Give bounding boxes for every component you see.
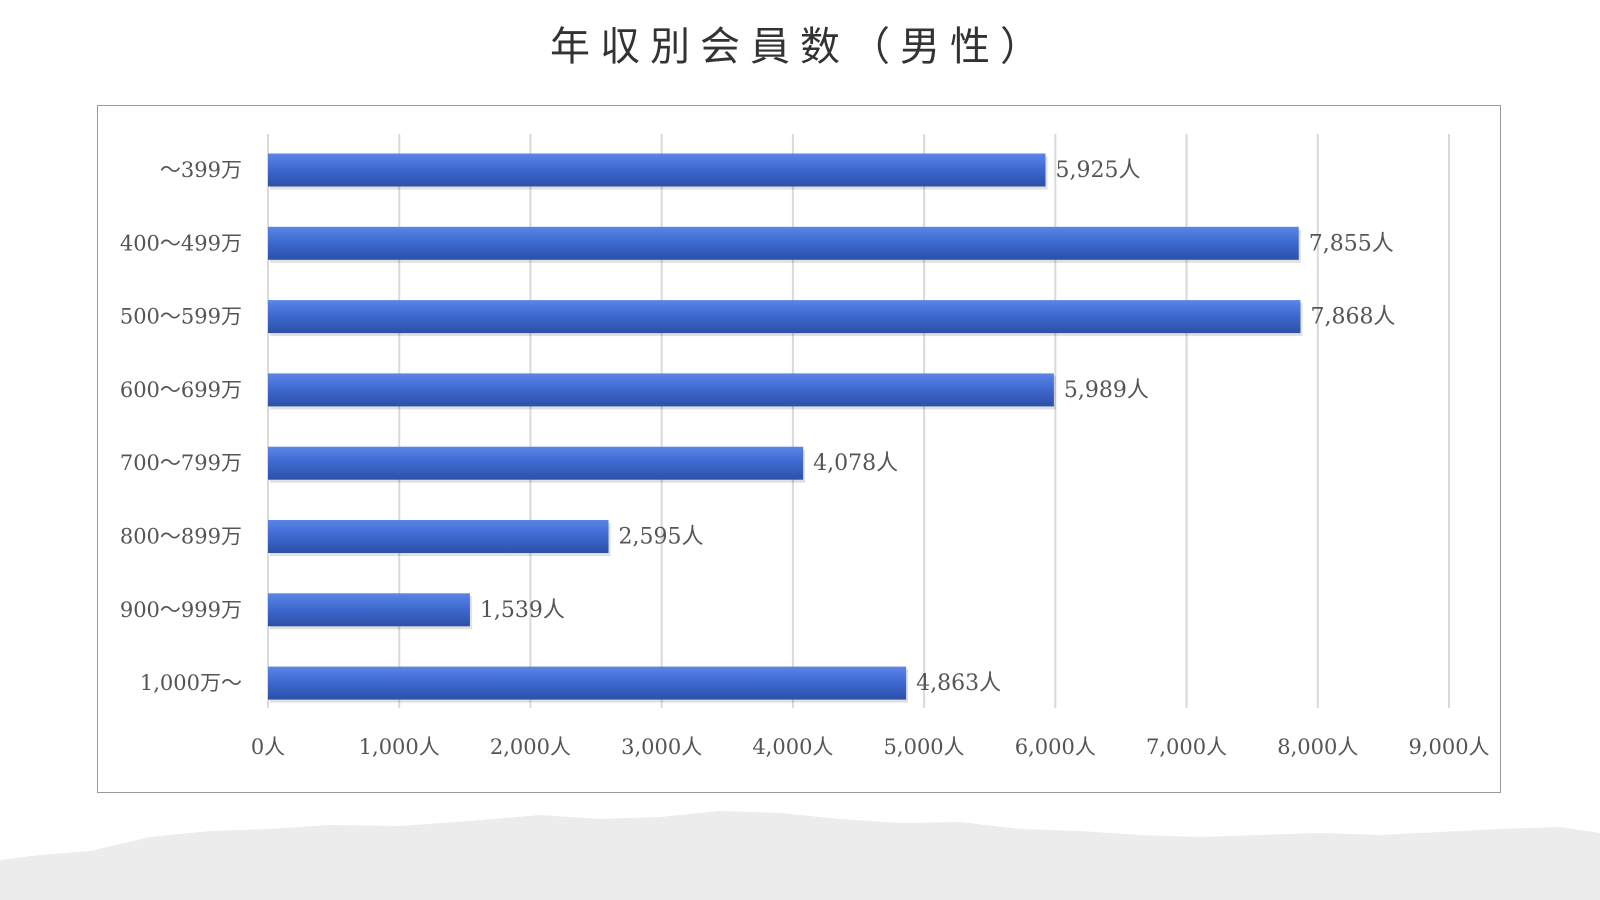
- x-tick-label: 2,000人: [490, 735, 571, 759]
- y-category-label: 1,000万～: [140, 671, 242, 695]
- y-category-label: 900～999万: [120, 598, 242, 622]
- data-label: 1,539人: [480, 598, 565, 623]
- bar: [268, 226, 1299, 260]
- x-tick-label: 5,000人: [884, 735, 965, 759]
- data-label: 4,863人: [916, 671, 1001, 696]
- x-tick-label: 0人: [251, 735, 285, 759]
- y-category-label: 800～899万: [120, 525, 242, 549]
- data-label: 5,925人: [1055, 158, 1140, 183]
- x-tick-label: 6,000人: [1015, 735, 1096, 759]
- bar: [268, 520, 609, 553]
- x-tick-label: 3,000人: [621, 735, 702, 759]
- ground-silhouette: [0, 811, 1600, 900]
- bar: [268, 593, 470, 627]
- y-category-label: 700～799万: [120, 451, 242, 475]
- chart-title: 年収別会員数（男性）: [550, 24, 1050, 70]
- data-label: 4,078人: [813, 451, 898, 476]
- x-tick-label: 9,000人: [1408, 735, 1489, 759]
- bar: [268, 153, 1046, 187]
- bar: [268, 446, 804, 480]
- bar-chart: 0人 1,000人 2,000人 3,000人 4,000人 5,000人 6,000人 7,…: [120, 134, 1490, 759]
- y-category-label: ～399万: [160, 158, 242, 182]
- data-label: 7,868人: [1310, 305, 1395, 330]
- bar: [268, 373, 1054, 407]
- x-tick-label: 4,000人: [752, 735, 833, 759]
- bar: [268, 300, 1301, 334]
- x-tick-label: 7,000人: [1146, 735, 1227, 759]
- data-label: 5,989人: [1064, 378, 1149, 403]
- bar: [268, 666, 907, 700]
- chart-frame: 0人 1,000人 2,000人 3,000人 4,000人 5,000人 6,000人 7,…: [97, 105, 1501, 793]
- y-category-label: 600～699万: [120, 378, 242, 402]
- y-category-label: 400～499万: [120, 231, 242, 255]
- x-tick-label: 1,000人: [359, 735, 440, 759]
- data-label: 2,595人: [619, 525, 704, 550]
- x-tick-label: 8,000人: [1277, 735, 1358, 759]
- y-category-label: 500～599万: [120, 305, 242, 329]
- data-label: 7,855人: [1309, 231, 1394, 256]
